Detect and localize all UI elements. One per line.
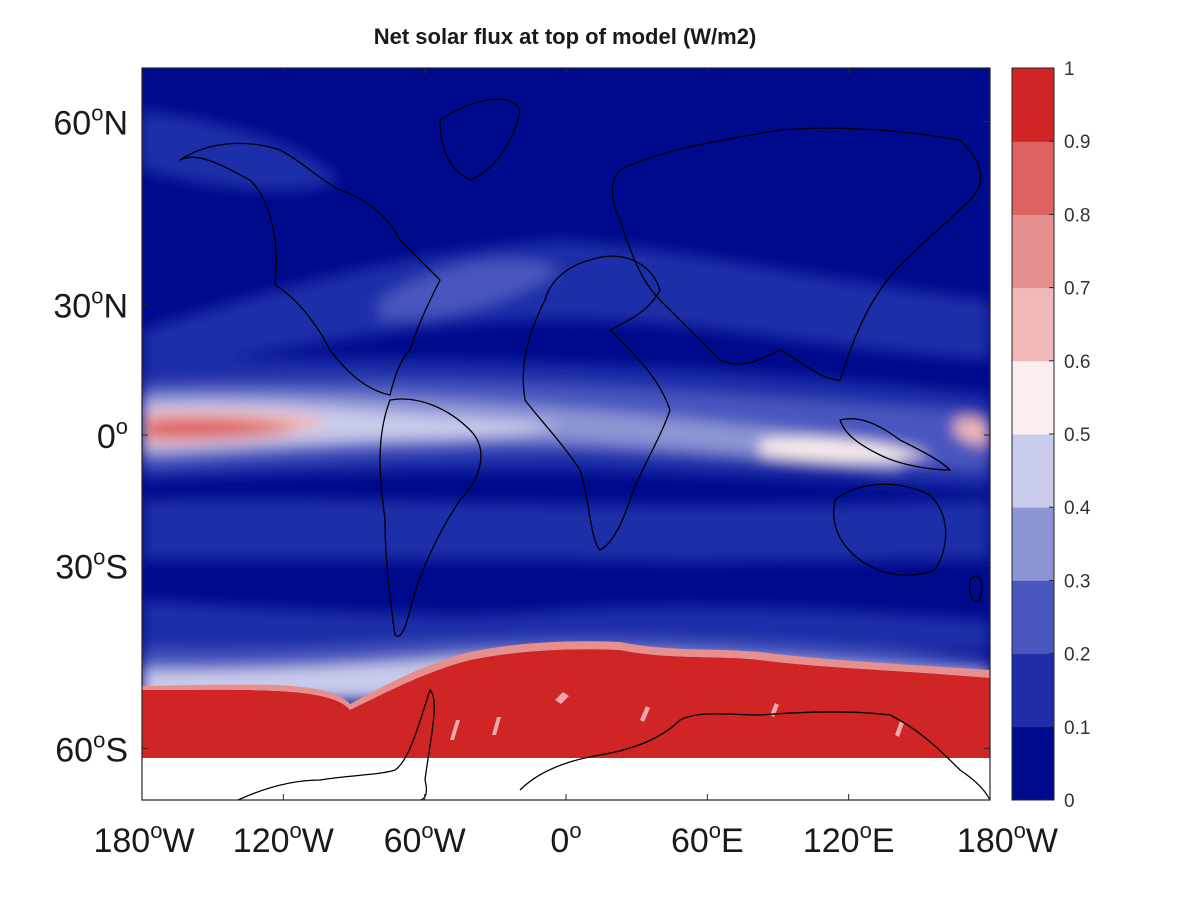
longitude-axis: 180oW 120oW 60oW 0o 60oE 120oE 180oW — [93, 68, 1058, 860]
lon-label: 120oE — [803, 818, 895, 860]
colorbar-segment — [1012, 434, 1054, 508]
lat-label: 60oS — [55, 727, 128, 769]
colorbar-label: 0 — [1064, 791, 1075, 812]
colorbar-segment — [1012, 214, 1054, 289]
colorbar-label: 0.6 — [1064, 352, 1090, 373]
lon-label: 180oW — [93, 818, 194, 860]
lat-label: 30oN — [53, 283, 128, 325]
lat-label: 0o — [97, 414, 128, 456]
lat-label: 30oS — [55, 545, 128, 587]
colorbar-segment — [1012, 287, 1054, 362]
latitude-axis: 60oN 30oN 0o 30oS 60oS — [53, 101, 990, 769]
lon-label: 60oE — [671, 818, 744, 860]
lon-label: 120oW — [233, 818, 334, 860]
map-title: Net solar flux at top of model (W/m2) — [373, 24, 757, 49]
colorbar-label: 0.8 — [1064, 205, 1090, 226]
colorbar-label: 1 — [1064, 59, 1075, 80]
lon-label: 60oW — [384, 818, 466, 860]
colorbar-label: 0.5 — [1064, 425, 1090, 446]
lon-label: 180oW — [957, 818, 1058, 860]
lat-label: 60oN — [53, 101, 128, 143]
colorbar: 0 0.1 0.2 0.3 0.4 0.5 0.6 0.7 0.8 0.9 1 — [1011, 59, 1091, 812]
colorbar-label: 0.1 — [1064, 718, 1090, 739]
colorbar-label: 0.4 — [1064, 498, 1091, 519]
colorbar-label: 0.9 — [1064, 132, 1090, 153]
colorbar-segment — [1012, 360, 1054, 435]
colorbar-segment — [1012, 726, 1054, 801]
colorbar-segment — [1012, 653, 1054, 728]
colorbar-label: 0.3 — [1064, 571, 1090, 592]
colorbar-label: 0.2 — [1064, 645, 1090, 666]
colorbar-segment — [1012, 507, 1054, 581]
colorbar-segment — [1012, 68, 1054, 142]
flux-field — [142, 68, 990, 758]
colorbar-segment — [1012, 141, 1054, 215]
colorbar-segment — [1012, 580, 1054, 655]
colorbar-label: 0.7 — [1064, 279, 1090, 300]
coastlines — [179, 98, 990, 800]
lon-label: 0o — [550, 818, 581, 860]
